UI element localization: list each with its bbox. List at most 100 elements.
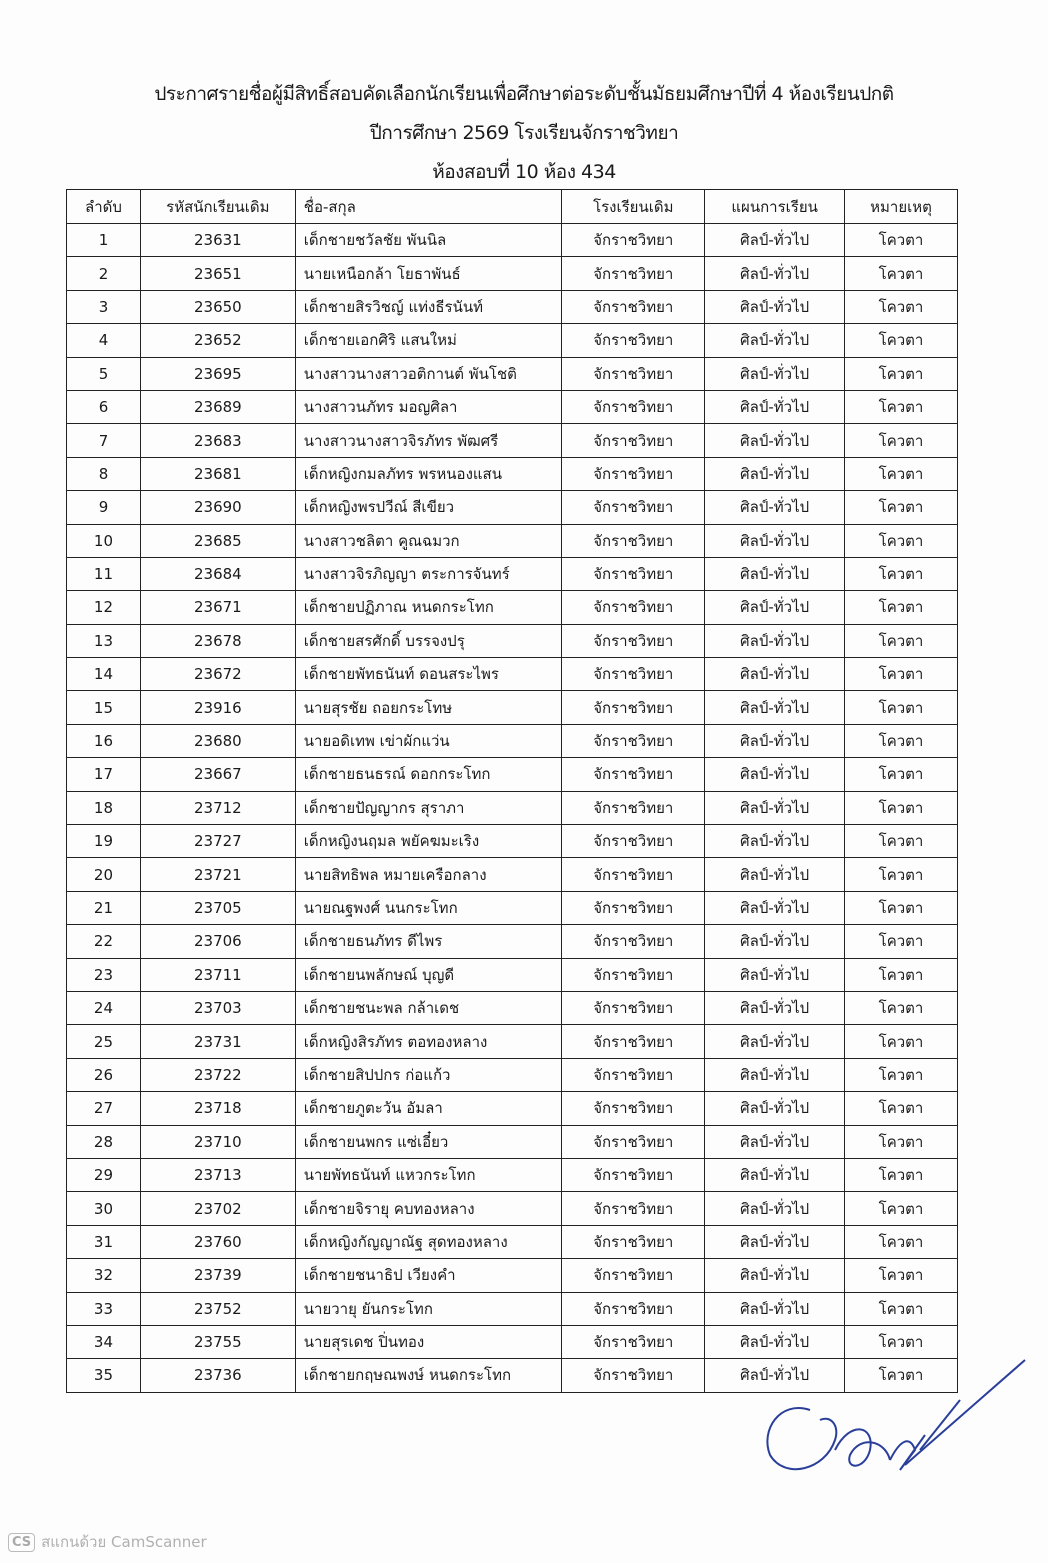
cell-program: ศิลป์-ทั่วไป [704, 957, 846, 992]
cell-remark: โควตา [844, 790, 958, 826]
cell-name: เด็กชายพัทธนันท์ ดอนสระไพร [294, 657, 563, 692]
cell-school: จักราชวิทยา [561, 1324, 706, 1360]
cell-remark: โควตา [844, 523, 958, 558]
cell-program: ศิลป์-ทั่วไป [704, 657, 846, 692]
cell-student-id: 23739 [139, 1258, 296, 1293]
table-row: 21 23705 นายณฐพงศ์ นนกระโทก จักราชวิทยา ศิลป… [66, 890, 958, 926]
cell-order: 35 [66, 1358, 141, 1393]
cell-student-id: 23752 [139, 1291, 296, 1326]
table-row: 31 23760 เด็กหญิงกัญญาณัฐ สุดทองหลาง จักราช… [66, 1224, 958, 1260]
table-row: 25 23731 เด็กหญิงสิรภัทร ตอทองหลาง จักราชวิ… [66, 1024, 958, 1059]
cell-program: ศิลป์-ทั่วไป [704, 790, 846, 826]
table-row: 28 23710 เด็กชายนพกร แซ่เอี๋ยว จักราชวิทยาศ… [66, 1124, 958, 1159]
cell-name: เด็กชายเอกศิริ แสนใหม่ [294, 323, 563, 358]
cell-order: 5 [66, 356, 141, 391]
cell-school: จักราชวิทยา [561, 723, 706, 759]
cell-student-id: 23916 [139, 690, 296, 725]
cell-program: ศิลป์-ทั่วไป [704, 389, 846, 425]
cell-student-id: 23650 [139, 289, 296, 325]
cell-program: ศิลป์-ทั่วไป [704, 323, 846, 358]
cell-name: นางสาวนางสาวจิรภัทร พัฒศรี [294, 423, 563, 458]
cell-name: นางสาวชลิตา คูณฉมวก [294, 523, 563, 558]
cell-name: เด็กชายภูตะวัน อัมลา [294, 1091, 563, 1126]
table-row: 27 23718 เด็กชายภูตะวัน อัมลา จักราชวิทยา ศิ… [66, 1091, 958, 1126]
cell-order: 7 [66, 423, 141, 458]
cell-name: เด็กชายธนภัทร ดีไพร [294, 924, 563, 959]
cell-student-id: 23721 [139, 857, 296, 892]
cell-order: 6 [66, 389, 141, 425]
table-row: 10 23685 นางสาวชลิตา คูณฉมวก จักราชวิทยา ศิล… [66, 523, 958, 558]
cell-student-id: 23671 [139, 590, 296, 625]
cell-student-id: 23672 [139, 657, 296, 692]
cell-student-id: 23703 [139, 990, 296, 1026]
cell-order: 4 [66, 323, 141, 358]
cell-name: เด็กหญิงนฤมล พยัคฆมะเริง [294, 824, 563, 859]
cell-school: จักราชวิทยา [561, 657, 706, 692]
cell-school: จักราชวิทยา [561, 456, 706, 492]
cell-remark: โควตา [844, 1091, 958, 1126]
header-col-program: แผนการเรียน [704, 189, 846, 224]
cell-program: ศิลป์-ทั่วไป [704, 990, 846, 1026]
cell-order: 22 [66, 924, 141, 959]
cell-remark: โควตา [844, 1124, 958, 1159]
cell-remark: โควตา [844, 289, 958, 325]
cell-school: จักราชวิทยา [561, 1057, 706, 1093]
cell-student-id: 23651 [139, 256, 296, 291]
cell-name: เด็กชายปฏิภาณ หนดกระโทก [294, 590, 563, 625]
table-row: 22 23706 เด็กชายธนภัทร ดีไพร จักราชวิทยา ศิล… [66, 924, 958, 959]
cell-remark: โควตา [844, 1191, 958, 1226]
cell-program: ศิลป์-ทั่วไป [704, 924, 846, 959]
cell-school: จักราชวิทยา [561, 857, 706, 892]
cell-order: 21 [66, 890, 141, 926]
cell-school: จักราชวิทยา [561, 1358, 706, 1393]
cell-school: จักราชวิทยา [561, 1258, 706, 1293]
cell-order: 10 [66, 523, 141, 558]
cell-remark: โควตา [844, 924, 958, 959]
table-row: 2 23651 นายเหนือกล้า โยธาพันธ์ จักราชวิทยาศ… [66, 256, 958, 291]
cell-school: จักราชวิทยา [561, 1157, 706, 1193]
cell-order: 23 [66, 957, 141, 992]
cell-order: 1 [66, 222, 141, 258]
cell-remark: โควตา [844, 1024, 958, 1059]
table-row: 20 23721 นายสิทธิพล หมายเครือกลาง จักราชวิท… [66, 857, 958, 892]
cell-student-id: 23710 [139, 1124, 296, 1159]
cell-order: 9 [66, 490, 141, 525]
table-row: 9 23690 เด็กหญิงพรปวีณ์ สีเขียว จักราชวิทยา… [66, 490, 958, 525]
cell-student-id: 23684 [139, 556, 296, 592]
cell-program: ศิลป์-ทั่วไป [704, 1191, 846, 1226]
cell-order: 16 [66, 723, 141, 759]
header-col-name: ชื่อ-สกุล [294, 189, 563, 224]
cell-student-id: 23695 [139, 356, 296, 391]
table-row: 26 23722 เด็กชายสิปปกร ก่อแก้ว จักราชวิทยาศ… [66, 1057, 958, 1093]
cell-program: ศิลป์-ทั่วไป [704, 456, 846, 492]
cell-school: จักราชวิทยา [561, 890, 706, 926]
cell-program: ศิลป์-ทั่วไป [704, 824, 846, 859]
table-row: 23 23711 เด็กชายนพลักษณ์ บุญดี จักราชวิทยาศ… [66, 957, 958, 992]
header-col-remark: หมายเหตุ [844, 189, 958, 224]
cell-order: 17 [66, 757, 141, 792]
cell-name: เด็กชายสิรวิชญ์ แท่งธีรนันท์ [294, 289, 563, 325]
table-row: 13 23678 เด็กชายสรศักดิ์ บรรจงปรุ จักราชวิท… [66, 623, 958, 659]
cell-remark: โควตา [844, 1324, 958, 1360]
cell-remark: โควตา [844, 723, 958, 759]
cell-name: เด็กชายนพลักษณ์ บุญดี [294, 957, 563, 992]
cell-name: เด็กชายปัญญากร สุราภา [294, 790, 563, 826]
cell-program: ศิลป์-ทั่วไป [704, 222, 846, 258]
table-row: 24 23703 เด็กชายชนะพล กล้าเดช จักราชวิทยา ศิ… [66, 990, 958, 1026]
cell-remark: โควตา [844, 1258, 958, 1293]
cell-name: เด็กชายชวัลชัย พันนิล [294, 222, 563, 258]
cell-school: จักราชวิทยา [561, 1291, 706, 1326]
cell-student-id: 23736 [139, 1358, 296, 1393]
cell-order: 25 [66, 1024, 141, 1059]
cell-order: 2 [66, 256, 141, 291]
cell-remark: โควตา [844, 256, 958, 291]
cell-name: เด็กชายนพกร แซ่เอี๋ยว [294, 1124, 563, 1159]
cell-school: จักราชวิทยา [561, 222, 706, 258]
camscanner-watermark: CS สแกนด้วย CamScanner [8, 1530, 207, 1554]
table-row: 8 23681 เด็กหญิงกมลภัทร พรหนองแสน จักราชวิท… [66, 456, 958, 492]
cell-remark: โควตา [844, 356, 958, 391]
cell-student-id: 23683 [139, 423, 296, 458]
cell-student-id: 23727 [139, 824, 296, 859]
cell-school: จักราชวิทยา [561, 957, 706, 992]
announcement-title: ประกาศรายชื่อผู้มีสิทธิ์สอบคัดเลือกนักเร… [154, 83, 894, 105]
